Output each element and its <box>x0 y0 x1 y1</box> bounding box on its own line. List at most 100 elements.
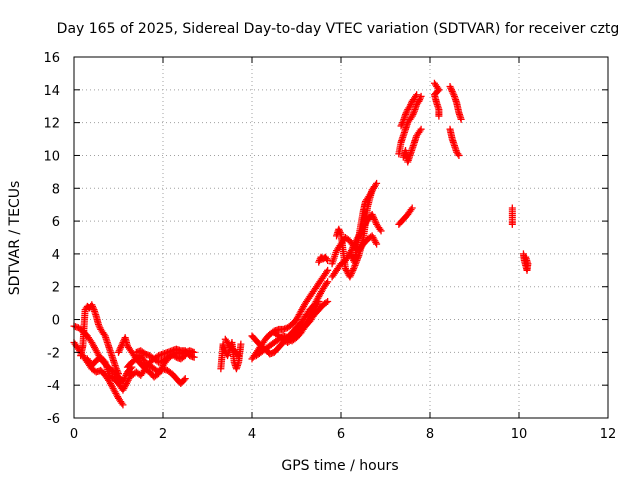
data-point <box>410 109 418 117</box>
y-tick-label: 14 <box>43 84 60 99</box>
data-point <box>123 378 131 386</box>
data-point <box>407 101 415 109</box>
data-point <box>117 342 125 350</box>
data-point <box>113 366 121 374</box>
y-tick-label: 0 <box>52 314 60 329</box>
data-point <box>100 330 108 338</box>
data-point <box>454 150 462 158</box>
data-point <box>190 353 198 361</box>
data-point <box>347 252 355 260</box>
data-point <box>508 220 516 228</box>
y-tick-label: 2 <box>52 281 60 296</box>
data-point <box>116 345 124 353</box>
data-point <box>181 352 189 360</box>
data-point <box>89 302 97 310</box>
chart-title: Day 165 of 2025, Sidereal Day-to-day VTE… <box>57 21 620 37</box>
data-point <box>350 265 358 273</box>
data-point <box>115 347 123 355</box>
data-point <box>369 212 377 220</box>
data-point <box>323 255 331 263</box>
data-point <box>455 151 463 159</box>
data-point <box>412 92 420 100</box>
x-tick-label: 0 <box>70 427 78 442</box>
data-point <box>369 184 377 192</box>
y-tick-label: 8 <box>52 182 60 197</box>
data-point <box>371 217 379 225</box>
data-point <box>335 225 343 233</box>
grid-lines <box>74 57 608 418</box>
y-tick-label: 10 <box>43 149 60 164</box>
data-point <box>408 204 416 212</box>
y-tick-label: 16 <box>43 51 60 66</box>
y-tick-label: -4 <box>47 379 60 394</box>
data-point <box>124 376 132 384</box>
data-point <box>235 352 243 360</box>
data-point <box>88 301 96 309</box>
y-axis-title: SDTVAR / TECUs <box>7 181 23 296</box>
data-point <box>348 268 356 276</box>
x-tick-label: 10 <box>511 427 528 442</box>
data-point <box>416 96 424 104</box>
y-tick-label: -6 <box>47 412 60 427</box>
data-point <box>315 258 323 266</box>
data-point <box>112 365 120 373</box>
x-tick-label: 2 <box>159 427 167 442</box>
data-point <box>322 299 330 307</box>
data-point <box>94 320 102 328</box>
data-point <box>398 120 406 128</box>
data-point <box>180 376 188 384</box>
data-point <box>449 89 457 97</box>
data-point <box>324 297 332 305</box>
data-point <box>324 278 332 286</box>
data-point <box>347 270 355 278</box>
data-point <box>416 94 424 102</box>
data-point <box>346 273 354 281</box>
data-point <box>376 225 384 233</box>
data-point <box>347 271 355 279</box>
data-point <box>448 87 456 95</box>
x-tick-label: 12 <box>600 427 617 442</box>
x-tick-label: 8 <box>426 427 434 442</box>
y-tick-label: -2 <box>47 346 60 361</box>
data-point <box>336 227 344 235</box>
x-tick-label: 6 <box>337 427 345 442</box>
data-point <box>417 125 425 133</box>
data-point <box>372 238 380 246</box>
data-point <box>234 350 242 358</box>
data-point <box>323 279 331 287</box>
data-point <box>402 109 410 117</box>
data-point <box>370 214 378 222</box>
data-point <box>408 112 416 120</box>
data-point <box>237 340 245 348</box>
data-point <box>377 227 385 235</box>
y-tick-label: 12 <box>43 117 60 132</box>
data-point <box>95 322 103 330</box>
data-point <box>315 297 323 305</box>
data-point <box>446 83 454 91</box>
data-point <box>180 353 188 361</box>
data-point <box>409 110 417 118</box>
data-point <box>370 215 378 223</box>
y-tick-label: 6 <box>52 215 60 230</box>
data-point <box>373 240 381 248</box>
data-point <box>181 375 189 383</box>
data-point <box>402 110 410 118</box>
data-point <box>457 115 465 123</box>
data-point <box>89 304 97 312</box>
data-point <box>336 229 344 237</box>
data-points <box>70 79 532 409</box>
data-point <box>119 401 127 409</box>
data-point <box>123 380 131 388</box>
data-point <box>406 102 414 110</box>
data-point <box>522 253 530 261</box>
data-point <box>314 299 322 307</box>
y-tick-label: 4 <box>52 248 60 263</box>
data-point <box>397 122 405 130</box>
x-tick-label: 4 <box>248 427 256 442</box>
data-point <box>399 119 407 127</box>
data-point <box>114 368 122 376</box>
data-point <box>415 97 423 105</box>
x-axis-title: GPS time / hours <box>281 458 398 474</box>
